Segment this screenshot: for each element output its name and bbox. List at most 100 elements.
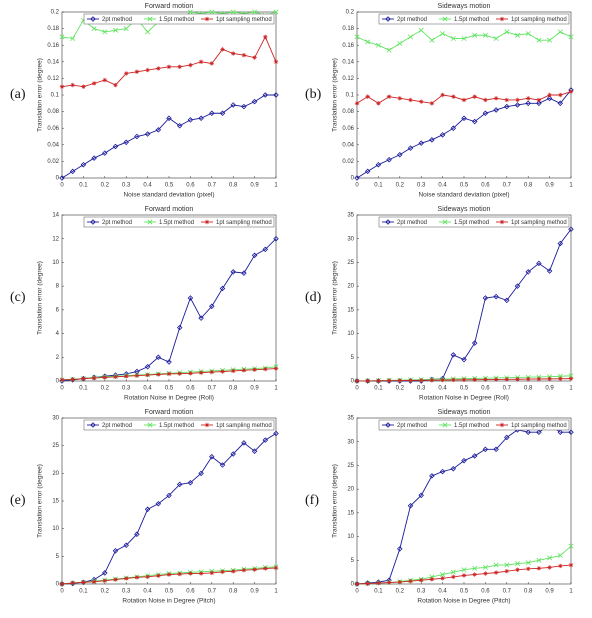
- x-tick-label: 0.6: [481, 183, 490, 189]
- marker: [385, 422, 391, 428]
- legend-label: 2pt method: [397, 220, 427, 226]
- marker: [515, 567, 520, 572]
- marker: [386, 94, 392, 99]
- marker: [147, 16, 153, 22]
- marker: [91, 579, 97, 584]
- legend-label: 1.5pt method: [159, 17, 194, 23]
- marker: [155, 354, 162, 361]
- marker: [166, 371, 172, 377]
- marker: [70, 377, 75, 382]
- marker: [504, 297, 510, 304]
- marker: [112, 143, 119, 150]
- marker: [450, 569, 456, 575]
- chart-title: Sideways motion: [438, 3, 491, 10]
- legend-box: [83, 216, 275, 228]
- marker: [251, 98, 258, 105]
- marker: [124, 374, 129, 379]
- marker: [134, 575, 140, 580]
- y-tick-label: 10: [52, 526, 59, 532]
- legend-label: 1.5pt method: [159, 423, 194, 429]
- marker: [124, 576, 129, 581]
- marker: [397, 546, 403, 552]
- marker: [102, 77, 107, 83]
- x-tick-label: 0.2: [101, 589, 110, 595]
- marker: [451, 94, 456, 99]
- marker: [526, 96, 531, 101]
- x-tick-label: 1: [274, 589, 278, 595]
- y-axis-label: Translation error (degree): [37, 464, 44, 538]
- series-line: [61, 35, 277, 88]
- marker: [241, 368, 247, 373]
- marker: [241, 440, 247, 446]
- y-tick-label: 25: [347, 260, 354, 266]
- y-tick-label: 12: [52, 236, 59, 242]
- marker: [90, 16, 96, 22]
- marker: [376, 378, 381, 383]
- marker: [219, 110, 226, 117]
- x-tick-label: 0.7: [208, 589, 217, 595]
- marker: [59, 175, 65, 181]
- marker: [547, 92, 552, 98]
- marker: [241, 567, 247, 573]
- marker: [166, 572, 172, 577]
- legend-label: 1pt sampling method: [216, 423, 272, 429]
- marker: [376, 101, 381, 106]
- marker: [187, 117, 194, 123]
- marker: [429, 574, 435, 580]
- x-tick-label: 0.6: [186, 589, 195, 595]
- marker: [176, 122, 183, 129]
- marker: [514, 102, 521, 108]
- marker: [252, 9, 258, 15]
- marker: [144, 364, 151, 370]
- marker: [188, 571, 193, 576]
- x-axis-label: Rotation Noise in Degree (Pitch): [417, 598, 510, 605]
- marker: [557, 29, 563, 35]
- y-tick-label: 20: [347, 284, 354, 290]
- marker: [568, 562, 574, 568]
- marker: [429, 473, 435, 479]
- marker: [241, 270, 247, 276]
- marker: [504, 434, 510, 441]
- marker: [536, 557, 542, 563]
- marker: [536, 260, 542, 267]
- x-tick-label: 0.6: [481, 386, 490, 392]
- y-tick-label: 30: [347, 439, 354, 445]
- marker: [450, 352, 457, 358]
- marker: [440, 377, 445, 383]
- x-tick-label: 0.2: [101, 386, 110, 392]
- marker: [59, 377, 65, 383]
- marker: [230, 269, 236, 275]
- legend-label: 2pt method: [102, 220, 132, 226]
- y-tick-label: 0: [351, 582, 355, 588]
- marker: [504, 97, 509, 103]
- marker: [209, 570, 214, 576]
- marker: [354, 101, 360, 106]
- x-tick-label: 0.6: [186, 386, 195, 392]
- x-axis-label: Noise standard deviation (pixel): [123, 192, 214, 199]
- y-tick-label: 30: [52, 416, 59, 422]
- marker: [568, 376, 574, 381]
- marker: [91, 375, 97, 381]
- y-tick-label: 0.08: [342, 109, 354, 115]
- marker: [493, 570, 499, 575]
- x-tick-label: 0.8: [229, 386, 238, 392]
- marker: [156, 66, 161, 71]
- x-tick-label: 0.5: [165, 386, 174, 392]
- marker: [91, 81, 97, 86]
- x-tick-label: 0: [355, 183, 359, 189]
- marker: [147, 219, 153, 225]
- marker: [231, 51, 236, 56]
- marker: [450, 36, 456, 42]
- marker: [144, 506, 151, 513]
- marker: [557, 100, 564, 107]
- marker: [59, 581, 65, 587]
- legend-label: 1.5pt method: [454, 17, 489, 23]
- marker: [536, 97, 542, 103]
- marker: [59, 84, 65, 89]
- panel: (f) Sideways motion Rotation Noise in Degr…: [305, 409, 574, 605]
- x-tick-label: 0.8: [524, 386, 533, 392]
- marker: [558, 376, 563, 381]
- chart-title: Sideways motion: [438, 409, 491, 416]
- series-line: [356, 424, 571, 585]
- y-tick-label: 0.1: [346, 93, 355, 99]
